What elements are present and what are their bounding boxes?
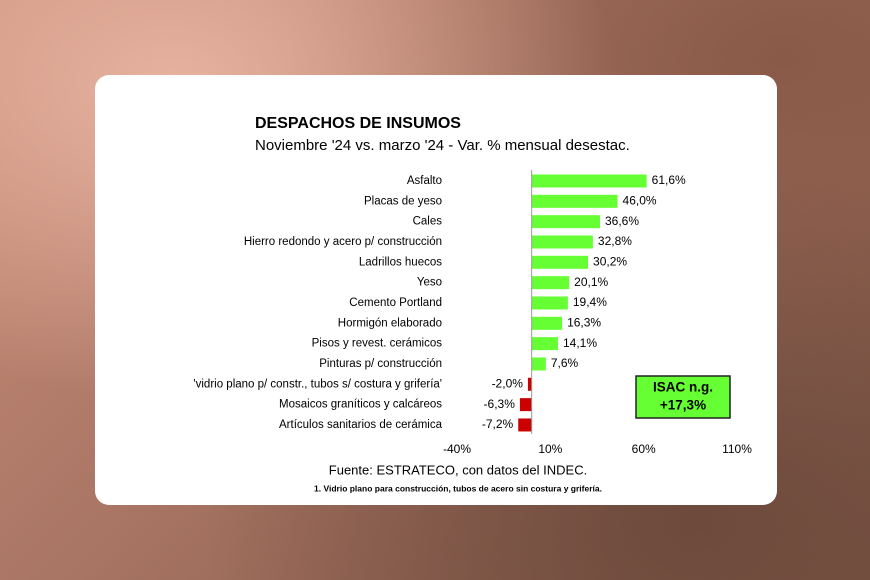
category-label: Cemento Portland bbox=[349, 297, 442, 309]
annotation-text: +17,3% bbox=[660, 398, 706, 413]
value-label: 32,8% bbox=[598, 234, 632, 248]
bar bbox=[531, 174, 647, 188]
annotation-box bbox=[635, 375, 731, 419]
bar bbox=[531, 296, 568, 310]
category-label: Yeso bbox=[417, 277, 442, 289]
value-label: 20,1% bbox=[574, 275, 608, 289]
category-label: 'vidrio plano p/ constr., tubos s/ costu… bbox=[193, 378, 442, 390]
value-label: 7,6% bbox=[551, 356, 579, 370]
bar bbox=[531, 194, 618, 208]
value-label: -2,0% bbox=[492, 376, 524, 390]
value-label: -6,3% bbox=[484, 397, 516, 411]
bar bbox=[519, 398, 532, 412]
bar bbox=[527, 377, 532, 391]
category-label: Cales bbox=[413, 216, 443, 228]
value-label: 61,6% bbox=[652, 173, 686, 187]
value-label: 14,1% bbox=[563, 336, 597, 350]
category-label: Mosaicos graníticos y calcáreos bbox=[279, 399, 442, 411]
category-label: Ladrillos huecos bbox=[359, 256, 442, 268]
x-tick-label: 10% bbox=[538, 442, 562, 456]
category-label: Hierro redondo y acero p/ construcción bbox=[244, 236, 442, 248]
x-tick-label: -40% bbox=[443, 442, 471, 456]
value-label: 36,6% bbox=[605, 214, 639, 228]
x-tick-label: 60% bbox=[632, 442, 656, 456]
footnote: 1. Vidrio plano para construcción, tubos… bbox=[314, 483, 602, 493]
bar bbox=[531, 215, 600, 229]
category-label: Artículos sanitarios de cerámica bbox=[279, 419, 443, 431]
value-label: 46,0% bbox=[623, 194, 657, 208]
bar bbox=[531, 316, 563, 330]
bar bbox=[531, 337, 558, 351]
value-label: 19,4% bbox=[573, 295, 607, 309]
category-label: Asfalto bbox=[407, 175, 442, 187]
bar bbox=[531, 276, 570, 290]
bar bbox=[531, 357, 546, 371]
category-label: Placas de yeso bbox=[364, 195, 442, 207]
bar bbox=[518, 418, 532, 432]
category-label: Hormigón elaborado bbox=[338, 317, 442, 329]
chart-subtitle: Noviembre '24 vs. marzo '24 - Var. % men… bbox=[255, 137, 630, 154]
value-label: 16,3% bbox=[567, 315, 601, 329]
x-tick-label: 110% bbox=[722, 442, 752, 456]
annotation-text: ISAC n.g. bbox=[653, 380, 713, 395]
bar bbox=[531, 235, 593, 249]
chart-title: DESPACHOS DE INSUMOS bbox=[255, 115, 461, 132]
value-label: -7,2% bbox=[482, 417, 514, 431]
value-label: 30,2% bbox=[593, 254, 627, 268]
category-label: Pinturas p/ construcción bbox=[319, 358, 442, 370]
source: Fuente: ESTRATECO, con datos del INDEC. bbox=[329, 462, 587, 477]
bar bbox=[531, 255, 589, 269]
category-label: Pisos y revest. cerámicos bbox=[312, 338, 443, 350]
